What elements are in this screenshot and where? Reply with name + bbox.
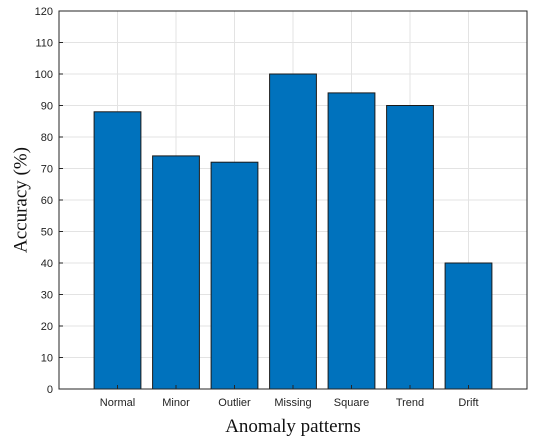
x-tick-label: Minor bbox=[162, 397, 190, 409]
y-tick-label: 80 bbox=[41, 132, 53, 144]
bar-outlier bbox=[210, 161, 259, 390]
x-axis-title: Anomaly patterns bbox=[225, 416, 361, 437]
y-tick-label: 50 bbox=[41, 227, 53, 239]
bar-minor bbox=[152, 155, 200, 390]
bar-trend bbox=[386, 105, 434, 390]
y-tick-label: 10 bbox=[41, 353, 53, 365]
bars bbox=[93, 73, 493, 390]
x-axis-ticks: Normal Minor Outlier Missing Square Trend Drif… bbox=[100, 385, 479, 409]
bar-missing bbox=[269, 73, 317, 390]
bar-drift bbox=[444, 262, 493, 390]
y-tick-label: 60 bbox=[41, 195, 53, 207]
bar-normal bbox=[93, 111, 142, 390]
y-tick-label: 20 bbox=[41, 321, 53, 333]
y-tick-label: 40 bbox=[41, 258, 53, 270]
x-tick-label: Normal bbox=[100, 397, 135, 409]
y-axis-ticks: 0 10 20 30 40 50 60 70 80 90 100 110 120 bbox=[35, 6, 63, 396]
y-tick-label: 70 bbox=[41, 164, 53, 176]
bar-square bbox=[327, 92, 376, 390]
y-tick-label: 0 bbox=[47, 384, 53, 396]
y-tick-label: 110 bbox=[35, 38, 53, 50]
y-tick-label: 30 bbox=[41, 290, 53, 302]
y-axis-title: Accuracy (%) bbox=[10, 147, 31, 253]
y-tick-label: 90 bbox=[41, 101, 53, 113]
x-tick-label: Drift bbox=[458, 397, 478, 409]
x-tick-label: Missing bbox=[274, 397, 311, 409]
y-tick-label: 120 bbox=[35, 6, 53, 18]
x-tick-label: Square bbox=[334, 397, 369, 409]
x-tick-label: Outlier bbox=[218, 397, 251, 409]
y-tick-label: 100 bbox=[35, 69, 53, 81]
x-tick-label: Trend bbox=[396, 397, 424, 409]
